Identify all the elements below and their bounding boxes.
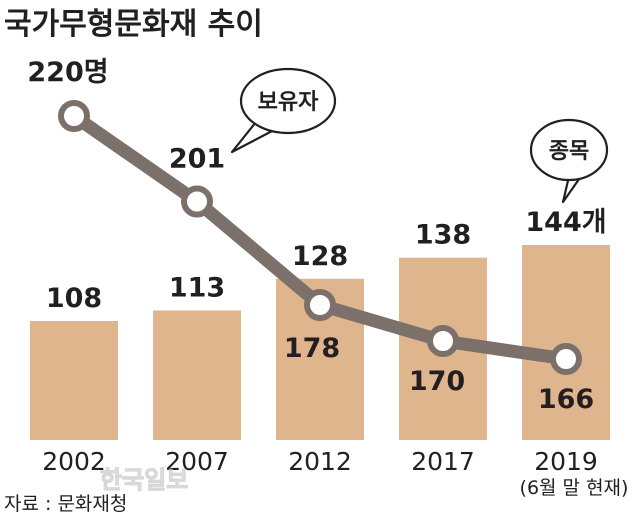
x-tick-2002: 2002: [42, 447, 106, 476]
bar-2002: [30, 321, 118, 440]
legend-bubble-items: 종목: [529, 118, 609, 204]
bar-2019: [522, 245, 610, 440]
legend-bubble-holders: 보유자: [230, 67, 337, 154]
line-point-2017: [427, 325, 459, 357]
bar-label-2007: 113: [169, 272, 225, 303]
source-text: 자료 : 문화재청: [4, 493, 127, 515]
line-label-2002: 220명: [27, 57, 108, 88]
bar-label-2002: 108: [46, 283, 102, 314]
line-point-2002: [58, 100, 90, 132]
bar-label-2012: 128: [292, 241, 348, 272]
line-point-2012: [304, 289, 336, 321]
bar-label-2017: 138: [415, 220, 471, 251]
bubble-shape-holders: [239, 67, 337, 135]
line-label-2017: 170: [409, 366, 465, 397]
x-tick-2012: 2012: [288, 447, 352, 476]
line-label-2007: 201: [169, 144, 225, 175]
legend-label-items: 종목: [549, 139, 589, 164]
category-note: (6월 말 현재): [520, 477, 629, 499]
bubble-shape-items: [529, 118, 609, 182]
line-point-2019: [550, 343, 582, 375]
bar-label-2019: 144개: [525, 207, 606, 238]
line-point-2007: [181, 185, 213, 218]
chart-title: 국가무형문화재 추이: [4, 7, 263, 42]
watermark-text: 한국일보: [100, 466, 188, 494]
line-label-2019: 166: [538, 384, 594, 415]
x-tick-2017: 2017: [411, 447, 475, 476]
line-label-2012: 178: [284, 333, 340, 364]
x-tick-2007: 2007: [165, 447, 229, 476]
bar-2007: [153, 310, 241, 440]
x-tick-2019: 2019: [534, 447, 598, 476]
legend-label-holders: 보유자: [258, 90, 319, 115]
